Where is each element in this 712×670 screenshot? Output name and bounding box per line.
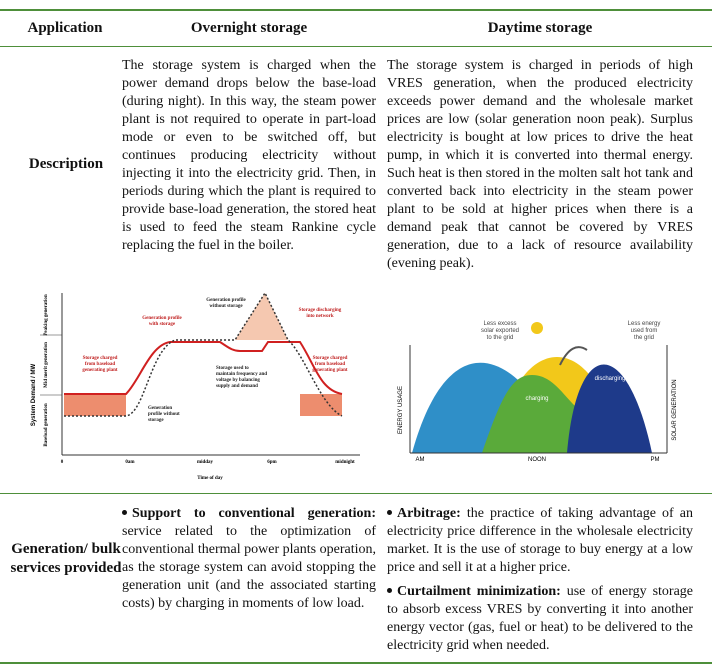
x-tick: 0am (125, 460, 135, 465)
figure-label: Less excess (483, 321, 516, 327)
header-cell: Daytime storage (487, 20, 593, 36)
x-tick: 6pm (267, 460, 277, 465)
arrow (559, 346, 588, 366)
charge-area (300, 394, 342, 416)
figure-label: profile without (148, 412, 180, 417)
figure-label: without storage (209, 304, 243, 309)
bullet-item: Curtailment minimization: use of energy … (387, 583, 693, 655)
figure-label: supply and demand (216, 384, 258, 389)
figure-label: Less energy (628, 321, 661, 327)
discharge-area (235, 293, 288, 340)
origin: 0 (61, 460, 64, 465)
overnight-figure: System Demand / MW Peaking generation Mi… (31, 291, 360, 481)
charge-area (64, 394, 126, 416)
figure-label: Storage used to (216, 366, 249, 371)
figure-label: Storage charged (313, 356, 348, 361)
y-axis-label: ENERGY USAGE (398, 386, 404, 434)
figure-label: Generation (148, 406, 172, 411)
x-tick: midnight (335, 460, 355, 465)
figure-label: with storage (149, 322, 176, 327)
bullet-item: Support to conventional generation: serv… (122, 505, 376, 613)
text: the practice of taking advantage of an e… (387, 506, 693, 575)
cell: The storage system is charged in periods… (387, 58, 693, 271)
x-axis-label: Time of day (197, 476, 223, 481)
band-label: Baseload generation (44, 403, 49, 446)
x-tick: PM (651, 457, 660, 463)
row-rule (0, 493, 712, 494)
top-rule (0, 9, 712, 11)
figure-label: Generation profile (206, 298, 246, 303)
cell: Arbitrage: the practice of taking advant… (387, 505, 693, 661)
axis-label: System Demand / MW (31, 363, 37, 426)
bottom-rule (0, 662, 712, 664)
figure-label: Generation profile (142, 316, 182, 321)
bullet (387, 588, 392, 594)
figure-label: Storage discharging (299, 308, 342, 313)
term: Support to conventional generation: (132, 506, 376, 521)
y2-axis-label: SOLAR GENERATION (672, 379, 678, 440)
x-tick: NOON (528, 457, 546, 463)
discharging-area (567, 364, 652, 453)
term: Arbitrage: (397, 506, 461, 521)
profile-with-storage (64, 341, 343, 395)
term: Curtailment minimization: (397, 584, 561, 599)
figure-label: used from (631, 328, 658, 334)
bullet (122, 510, 127, 516)
charging-label: charging (525, 396, 548, 402)
bullet-item: Arbitrage: the practice of taking advant… (387, 505, 693, 577)
row-label: Description (28, 156, 104, 172)
figure-label: generating plant (312, 368, 347, 373)
cell: The storage system is charged when the p… (122, 58, 376, 253)
figure-label: from baseload (85, 362, 116, 367)
band-label: Mid merit generation (44, 342, 49, 388)
row-label: Generation/ bulk services provided (10, 541, 122, 576)
figure-label: maintain frequency and (216, 372, 267, 377)
sun (531, 322, 543, 334)
bullet (387, 510, 392, 516)
figure-label: storage (148, 418, 164, 423)
text: service related to the optimization of c… (122, 524, 376, 611)
figure-label: to the grid (487, 335, 514, 341)
x-tick: midday (197, 460, 214, 465)
figure-label: solar exported (481, 328, 519, 334)
cell: Support to conventional generation: serv… (122, 505, 376, 619)
profile-without-storage (64, 291, 343, 417)
figure-label: from baseload (315, 362, 346, 367)
figure-label: voltage by balancing (216, 378, 260, 383)
figure-label: Storage charged (83, 356, 118, 361)
header-cell: Application (27, 20, 103, 36)
figure-label: into network (306, 314, 334, 319)
header-cell: Overnight storage (190, 20, 308, 36)
figure-label: the grid (634, 335, 654, 341)
figure-label: generating plant (82, 368, 117, 373)
discharging-label: discharging (595, 376, 626, 382)
text: use of energy storage to absorb excess V… (387, 584, 693, 653)
header-rule (0, 46, 712, 47)
band-label: Peaking generation (44, 294, 49, 335)
x-tick: AM (416, 457, 425, 463)
